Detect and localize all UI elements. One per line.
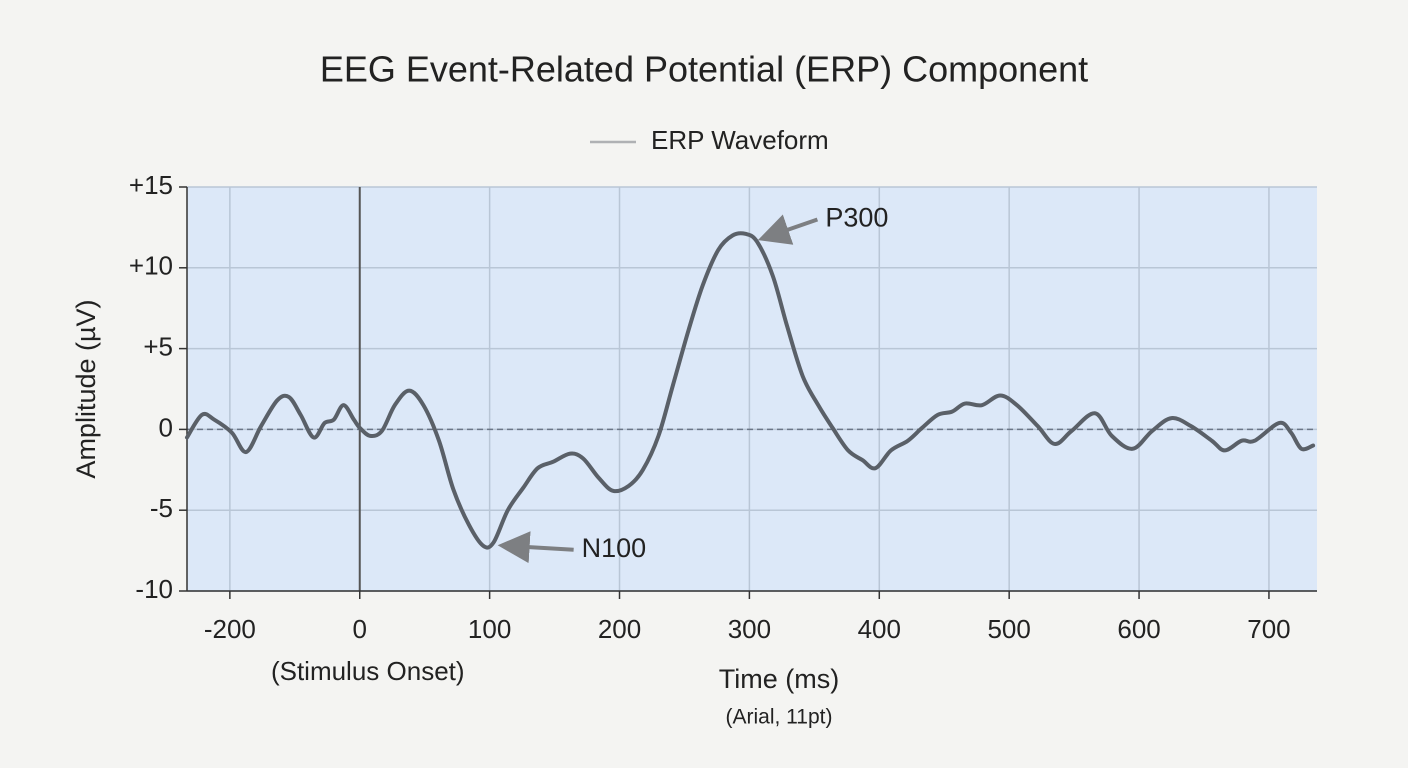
onset-label: (Stimulus Onset) (271, 656, 465, 686)
y-tick-label: -5 (150, 493, 173, 523)
x-tick-label: 500 (987, 614, 1030, 644)
annotation-label: P300 (825, 203, 888, 233)
erp-line (185, 231, 1316, 550)
x-tick-label: 200 (598, 614, 641, 644)
x-tick-label: 300 (728, 614, 771, 644)
chart-title: EEG Event-Related Potential (ERP) Compon… (320, 49, 1088, 90)
x-tick-label: 0 (353, 614, 367, 644)
annotation-arrow (497, 531, 574, 564)
y-tick-label: +15 (129, 170, 173, 200)
x-axis-label: Time (ms) (719, 664, 839, 694)
x-tick-label: 700 (1247, 614, 1290, 644)
y-axis-label: Amplitude (µV) (71, 299, 101, 478)
annotation-arrow (757, 214, 819, 245)
y-tick-label: -10 (135, 574, 173, 604)
y-tick-label: 0 (159, 412, 173, 442)
x-tick-label: 600 (1117, 614, 1160, 644)
y-tick-label: +5 (143, 331, 173, 361)
x-tick-label: 100 (468, 614, 511, 644)
x-axis-note: (Arial, 11pt) (726, 706, 833, 729)
legend-label: ERP Waveform (651, 125, 829, 155)
plot-area (187, 187, 1317, 591)
x-tick-label: -200 (204, 614, 256, 644)
x-tick-label: 400 (858, 614, 901, 644)
annotation-label: N100 (582, 533, 647, 563)
y-tick-label: +10 (129, 251, 173, 281)
